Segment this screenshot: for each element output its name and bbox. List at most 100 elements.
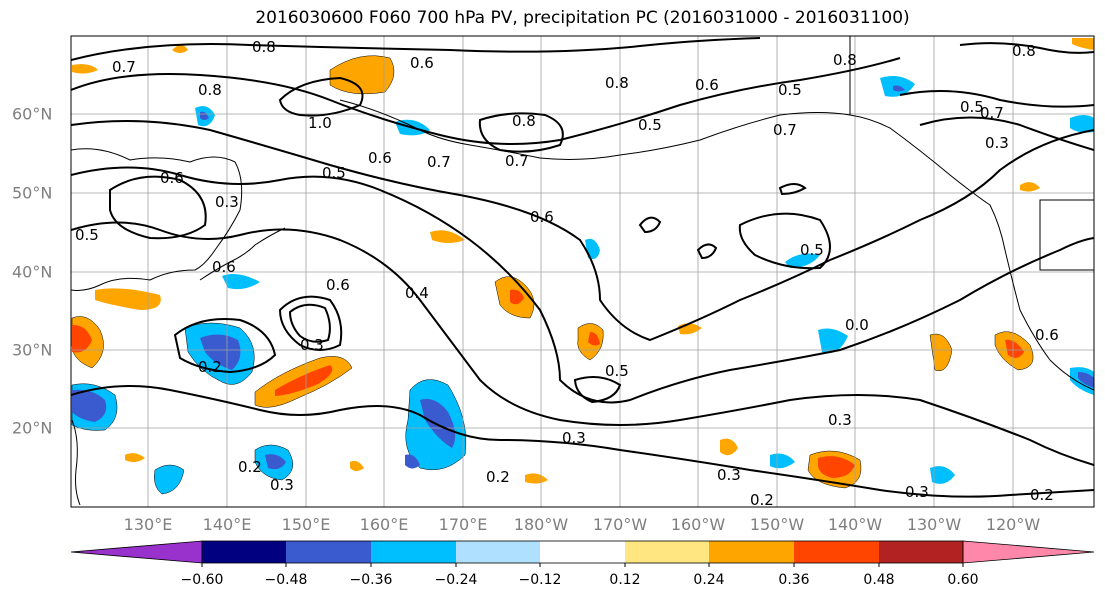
pv-contour-label: 0.6 (1035, 326, 1059, 344)
pv-contour-label: 0.3 (215, 193, 239, 211)
precip-blob (222, 274, 260, 290)
lon-label: 180°W (513, 515, 569, 534)
pv-contour-label: 0.2 (486, 468, 510, 486)
precip-blob (420, 398, 456, 448)
pv-contour-label: 0.5 (322, 164, 346, 182)
precip-blob (818, 328, 848, 354)
pv-contour (71, 221, 1094, 466)
colorbar-segment (625, 541, 709, 563)
pv-contour-label: 0.5 (638, 116, 662, 134)
lon-label: 160°E (359, 515, 409, 534)
pv-contour-label: 0.3 (562, 429, 586, 447)
pv-contour-label: 0.8 (252, 38, 276, 56)
colorbar-tick-label: −0.36 (349, 572, 393, 588)
precip-blob (818, 456, 855, 478)
pv-contour-label: 0.7 (112, 58, 136, 76)
colorbar-segment (540, 541, 625, 563)
precip-blob (95, 288, 161, 310)
lat-label: 20°N (12, 418, 53, 438)
colorbar-tick-label: 0.24 (693, 572, 725, 588)
pv-contours (71, 37, 1094, 498)
colorbar-segment (70, 540, 203, 564)
pv-contour (959, 42, 1094, 54)
lat-label: 40°N (12, 262, 53, 282)
pv-contour (288, 303, 331, 343)
pv-contour-label: 0.3 (270, 476, 294, 494)
colorbar-tick-label: 0.48 (863, 572, 895, 588)
precip-shading (71, 38, 1094, 495)
coastline-japan (199, 227, 286, 281)
colorbar-segment (709, 541, 794, 563)
colorbar-segment (456, 541, 540, 563)
coastline-philippines (71, 419, 81, 506)
pv-contour (899, 90, 1094, 108)
pv-contour (778, 183, 807, 196)
pv-contour (278, 76, 364, 117)
pv-contour-label: 0.3 (717, 466, 741, 484)
pv-contour-label: 0.3 (985, 134, 1009, 152)
colorbar-tick-label: −0.60 (180, 572, 224, 588)
colorbar-tick-label: −0.12 (518, 572, 562, 588)
precip-blob (329, 55, 395, 95)
precip-blob (265, 454, 286, 470)
pv-contour-label: 0.5 (778, 81, 802, 99)
pv-contour (738, 212, 831, 270)
precip-blob (430, 230, 465, 243)
pv-contour-label: 0.6 (695, 76, 719, 94)
pv-contour-label: 0.4 (405, 284, 429, 302)
precip-blob (72, 389, 107, 422)
coastline-asia (71, 148, 243, 291)
pv-contour (696, 243, 718, 260)
pv-contour-label: 0.2 (1030, 486, 1054, 504)
lon-label: 140°E (202, 515, 252, 534)
precip-blob (125, 453, 145, 463)
colorbar-tick-label: 0.60 (947, 572, 979, 588)
lon-label: 150°E (281, 515, 331, 534)
colorbar-segment (286, 541, 371, 563)
pv-contour-label: 0.8 (1012, 42, 1036, 60)
pv-contour (71, 57, 901, 145)
lat-label: 30°N (12, 340, 53, 360)
pv-contour-label: 0.5 (605, 362, 629, 380)
precip-blob (770, 453, 795, 469)
pv-contour-label: 0.3 (300, 336, 324, 354)
precip-blob (72, 64, 98, 74)
colorbar-segment (371, 541, 456, 563)
precip-blob (525, 473, 548, 484)
pv-contour-label: 0.3 (905, 483, 929, 501)
precip-blob (1072, 38, 1094, 50)
lon-label: 170°E (438, 515, 488, 534)
colorbar-ticks (201, 563, 964, 567)
precip-blob (510, 289, 524, 305)
colorbar-segment (202, 541, 286, 563)
lon-label: 130°E (123, 515, 173, 534)
map-background (71, 36, 1094, 507)
pv-contour-label: 0.6 (160, 169, 184, 187)
pv-contour (173, 318, 277, 374)
pv-contour (71, 385, 1094, 498)
pv-contour-label: 0.8 (198, 81, 222, 99)
pv-contour-label: 0.8 (512, 112, 536, 130)
lon-label: 150°W (749, 515, 805, 534)
pv-contour (573, 375, 622, 404)
pv-contour-label: 0.2 (238, 458, 262, 476)
precip-blob (172, 45, 188, 53)
pv-contour (919, 116, 1094, 151)
border-us (1039, 199, 1094, 271)
colorbar-segment (962, 540, 1095, 564)
coastline-north-america (849, 36, 1094, 391)
precip-blob (405, 454, 420, 469)
lon-label: 140°W (827, 515, 883, 534)
lon-label: 160°W (670, 515, 726, 534)
map-frame (70, 35, 1095, 508)
lon-label: 170°W (592, 515, 648, 534)
colorbar (70, 540, 1095, 567)
pv-contour (278, 295, 343, 351)
pv-contour-label: 0.7 (505, 152, 529, 170)
precip-blob (588, 332, 600, 346)
pv-contour-label: 0.2 (198, 358, 222, 376)
precip-blob (930, 466, 955, 484)
lat-label: 60°N (12, 104, 53, 124)
pv-contour (71, 166, 1094, 404)
